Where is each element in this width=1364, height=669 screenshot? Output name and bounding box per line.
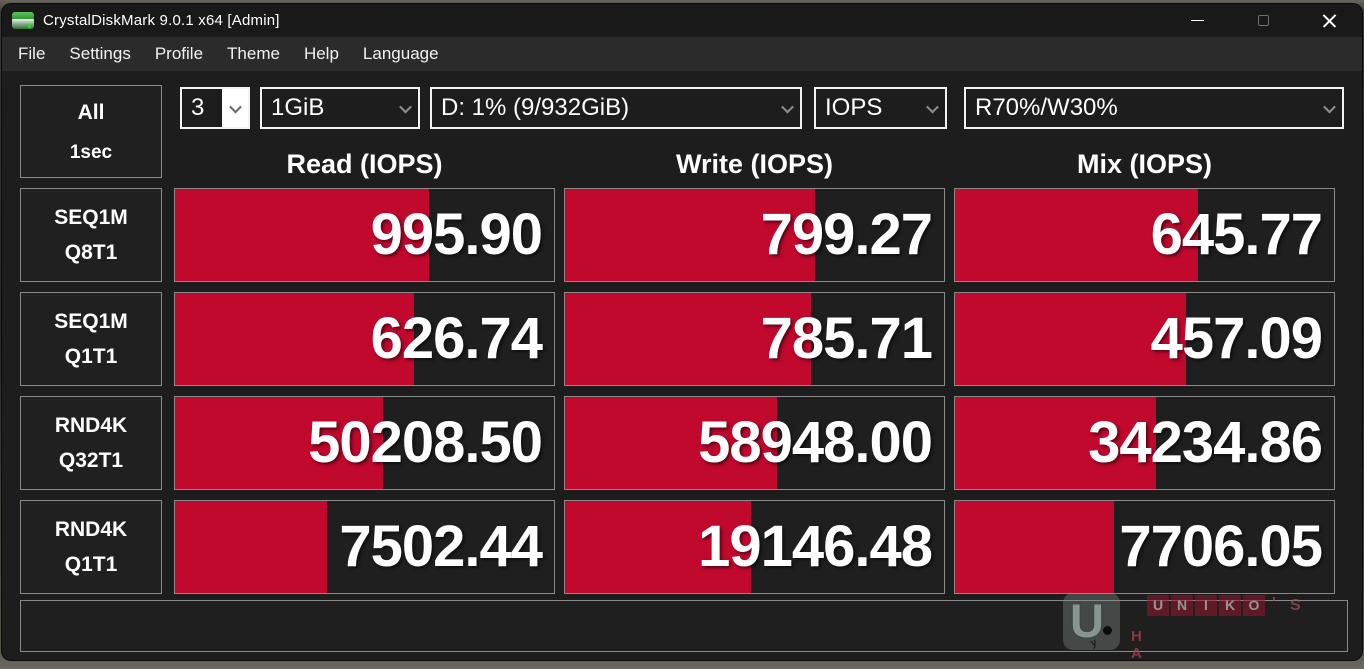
result-cell-seq1m-q1t1-mix[interactable]: 457.09 [954, 292, 1335, 386]
target-drive-value: D: 1% (9/932GiB) [441, 94, 630, 121]
result-cell-seq1m-q1t1-write[interactable]: 785.71 [564, 292, 945, 386]
test-label-line1: RND4K [54, 518, 128, 541]
minimize-button[interactable] [1164, 4, 1230, 37]
menu-item-theme[interactable]: Theme [227, 44, 280, 63]
test-label-line1: SEQ1M [54, 310, 128, 333]
maximize-button[interactable] [1230, 4, 1296, 37]
chevron-down-icon [925, 100, 939, 113]
result-value: 785.71 [760, 306, 933, 371]
test-count-value: 3 [191, 94, 205, 121]
result-bar [175, 293, 414, 385]
status-bar [20, 600, 1348, 652]
result-cell-rnd4k-q1t1-read[interactable]: 7502.44 [174, 500, 555, 594]
test-label-line1: RND4K [54, 414, 128, 437]
target-drive-dropdown-button[interactable] [774, 89, 800, 127]
test-label-rnd4k-q32t1: RND4K Q32T1 [20, 396, 162, 490]
result-cell-rnd4k-q1t1-mix[interactable]: 7706.05 [954, 500, 1335, 594]
read-write-mix-value: R70%/W30% [975, 94, 1118, 121]
test-label-line2: Q32T1 [58, 449, 124, 472]
test-label-line1: SEQ1M [54, 206, 128, 229]
menu-item-help[interactable]: Help [303, 44, 339, 63]
chevron-down-icon [780, 100, 794, 113]
result-value: 799.27 [760, 202, 933, 267]
menu-item-profile[interactable]: Profile [154, 44, 204, 63]
result-cell-seq1m-q8t1-read[interactable]: 995.90 [174, 188, 555, 282]
test-size-dropdown[interactable]: 1GiB [260, 87, 420, 129]
app-icon [12, 11, 34, 30]
result-cell-rnd4k-q32t1-write[interactable]: 58948.00 [564, 396, 945, 490]
result-value: 457.09 [1150, 306, 1323, 371]
read-write-mix-dropdown-button[interactable] [1316, 89, 1342, 127]
test-count-dropdown-button[interactable] [222, 89, 248, 127]
result-value: 626.74 [370, 306, 543, 371]
result-bar [565, 293, 812, 385]
unit-value: IOPS [825, 94, 883, 121]
result-bar [955, 397, 1156, 489]
result-value: 34234.86 [1088, 410, 1323, 475]
result-value: 7706.05 [1119, 514, 1323, 579]
menu-bar: File Settings Profile Theme Help Language [2, 37, 1362, 71]
result-bar [175, 397, 384, 489]
run-all-label: All [77, 101, 105, 124]
close-icon [1322, 13, 1337, 28]
chevron-down-icon [228, 100, 242, 113]
run-all-button[interactable]: All 1sec [20, 85, 162, 178]
result-value: 645.77 [1150, 202, 1323, 267]
chevron-down-icon [1322, 100, 1336, 113]
title-bar: CrystalDiskMark 9.0.1 x64 [Admin] [2, 4, 1362, 37]
test-count-dropdown[interactable]: 3 [180, 87, 250, 129]
result-value: 995.90 [370, 202, 543, 267]
result-cell-rnd4k-q32t1-read[interactable]: 50208.50 [174, 396, 555, 490]
result-cell-rnd4k-q1t1-write[interactable]: 19146.48 [564, 500, 945, 594]
test-label-line2: Q8T1 [64, 241, 118, 264]
caption-buttons [1164, 4, 1362, 37]
result-bar [955, 293, 1187, 385]
menu-item-file[interactable]: File [18, 44, 46, 63]
unit-dropdown[interactable]: IOPS [814, 87, 947, 129]
result-bar [565, 189, 816, 281]
result-value: 58948.00 [698, 410, 933, 475]
result-cell-seq1m-q8t1-write[interactable]: 799.27 [564, 188, 945, 282]
result-bar [175, 501, 327, 593]
column-header-write: Write (IOPS) [675, 149, 834, 179]
column-header-read: Read (IOPS) [286, 149, 443, 179]
result-value: 19146.48 [698, 514, 933, 579]
menu-item-settings[interactable]: Settings [69, 44, 131, 63]
test-label-line2: Q1T1 [64, 553, 118, 576]
test-size-dropdown-button[interactable] [392, 89, 418, 127]
test-label-seq1m-q1t1: SEQ1M Q1T1 [20, 292, 162, 386]
result-cell-seq1m-q1t1-read[interactable]: 626.74 [174, 292, 555, 386]
result-bar [955, 501, 1115, 593]
maximize-icon [1257, 15, 1269, 26]
minimize-icon [1190, 20, 1204, 21]
target-drive-dropdown[interactable]: D: 1% (9/932GiB) [430, 87, 802, 129]
result-value: 50208.50 [308, 410, 543, 475]
result-bar [565, 501, 751, 593]
result-cell-seq1m-q8t1-mix[interactable]: 645.77 [954, 188, 1335, 282]
read-write-mix-dropdown[interactable]: R70%/W30% [964, 87, 1344, 129]
interval-label: 1sec [69, 142, 113, 163]
test-label-line2: Q1T1 [64, 345, 118, 368]
result-cell-rnd4k-q32t1-mix[interactable]: 34234.86 [954, 396, 1335, 490]
result-value: 7502.44 [339, 514, 543, 579]
test-label-rnd4k-q1t1: RND4K Q1T1 [20, 500, 162, 594]
result-bar [955, 189, 1198, 281]
close-button[interactable] [1296, 4, 1362, 37]
window-title: CrystalDiskMark 9.0.1 x64 [Admin] [43, 12, 280, 29]
result-bar [565, 397, 778, 489]
unit-dropdown-button[interactable] [919, 89, 945, 127]
app-window: CrystalDiskMark 9.0.1 x64 [Admin] File Se… [2, 4, 1362, 660]
test-label-seq1m-q8t1: SEQ1M Q8T1 [20, 188, 162, 282]
column-header-mix: Mix (IOPS) [1076, 149, 1212, 179]
menu-item-language[interactable]: Language [362, 44, 439, 63]
result-bar [175, 189, 429, 281]
test-size-value: 1GiB [271, 94, 325, 121]
chevron-down-icon [398, 100, 412, 113]
